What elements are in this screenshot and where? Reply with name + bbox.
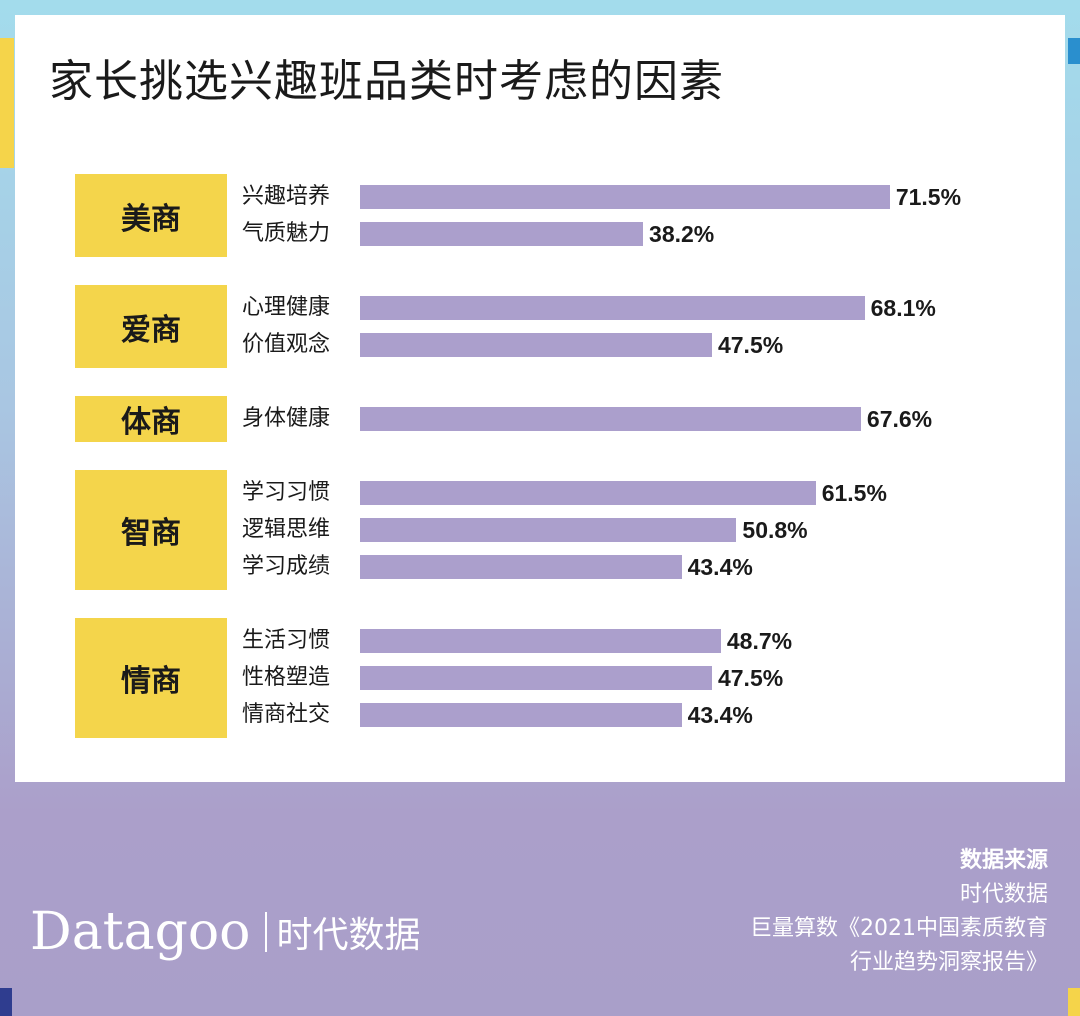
- bar: [360, 481, 816, 505]
- logo-wordmark: Datagoo: [30, 902, 251, 962]
- logo-divider: [264, 912, 267, 952]
- bar-label: 心理健康: [242, 295, 331, 320]
- chart-card: 家长挑选兴趣班品类时考虑的因素 美商 兴趣培养 71.5% 气质魅力 38.2% 爱商 心理…: [15, 15, 1065, 782]
- bar-value-label: 47.5%: [717, 332, 784, 358]
- bar-label: 身体健康: [242, 406, 331, 431]
- bar: [360, 703, 682, 727]
- logo-chinese-name: 时代数据: [276, 915, 421, 956]
- category-badge: 美商: [75, 174, 227, 257]
- edge-accent-navy: [0, 988, 12, 1016]
- edge-accent-blue: [1068, 38, 1080, 64]
- bar: [360, 296, 865, 320]
- bar-value-label: 67.6%: [866, 406, 933, 432]
- bar-label: 生活习惯: [242, 628, 331, 653]
- bar-label: 学习习惯: [242, 480, 331, 505]
- bar-label: 情商社交: [242, 702, 331, 727]
- bar-value-label: 38.2%: [649, 221, 715, 247]
- bar-value-label: 68.1%: [870, 295, 936, 321]
- category-badge: 体商: [75, 396, 227, 442]
- bar-value-label: 71.5%: [895, 184, 962, 210]
- source-line: 行业趋势洞察报告》: [849, 950, 1048, 975]
- bar: [360, 555, 682, 579]
- source-line: 巨量算数《2021中国素质教育: [750, 916, 1048, 941]
- bar: [360, 666, 712, 690]
- datagoo-logo: Datagoo 时代数据: [30, 902, 421, 962]
- edge-accent-yellow-bottom: [1068, 988, 1080, 1016]
- chart-title: 家长挑选兴趣班品类时考虑的因素: [49, 56, 724, 107]
- bar-label: 兴趣培养: [242, 184, 331, 209]
- bar: [360, 518, 737, 542]
- data-source: 数据来源 时代数据 巨量算数《2021中国素质教育 行业趋势洞察报告》: [750, 844, 1048, 980]
- category-badge: 情商: [75, 618, 227, 738]
- bar: [360, 185, 890, 209]
- bar: [360, 407, 861, 431]
- bar-value-label: 43.4%: [687, 702, 753, 728]
- category-badge: 爱商: [75, 285, 227, 368]
- edge-accent-yellow: [0, 38, 14, 168]
- category-badge: 智商: [75, 470, 227, 590]
- bar-value-label: 43.4%: [687, 554, 753, 580]
- bar: [360, 333, 712, 357]
- bar-label: 价值观念: [242, 332, 331, 357]
- bar-label: 气质魅力: [242, 221, 331, 246]
- footer: Datagoo 时代数据 数据来源 时代数据 巨量算数《2021中国素质教育 行…: [0, 782, 1080, 1016]
- bar: [360, 222, 644, 246]
- bar: [360, 629, 721, 653]
- bar-label: 逻辑思维: [242, 517, 331, 542]
- bar-label: 学习成绩: [242, 554, 331, 579]
- bar-value-label: 61.5%: [821, 480, 887, 506]
- bar-value-label: 50.8%: [742, 517, 808, 543]
- source-line: 时代数据: [959, 882, 1048, 907]
- bar-value-label: 48.7%: [726, 628, 793, 654]
- bar-value-label: 47.5%: [717, 665, 784, 691]
- bar-label: 性格塑造: [242, 665, 331, 690]
- source-title: 数据来源: [959, 848, 1048, 873]
